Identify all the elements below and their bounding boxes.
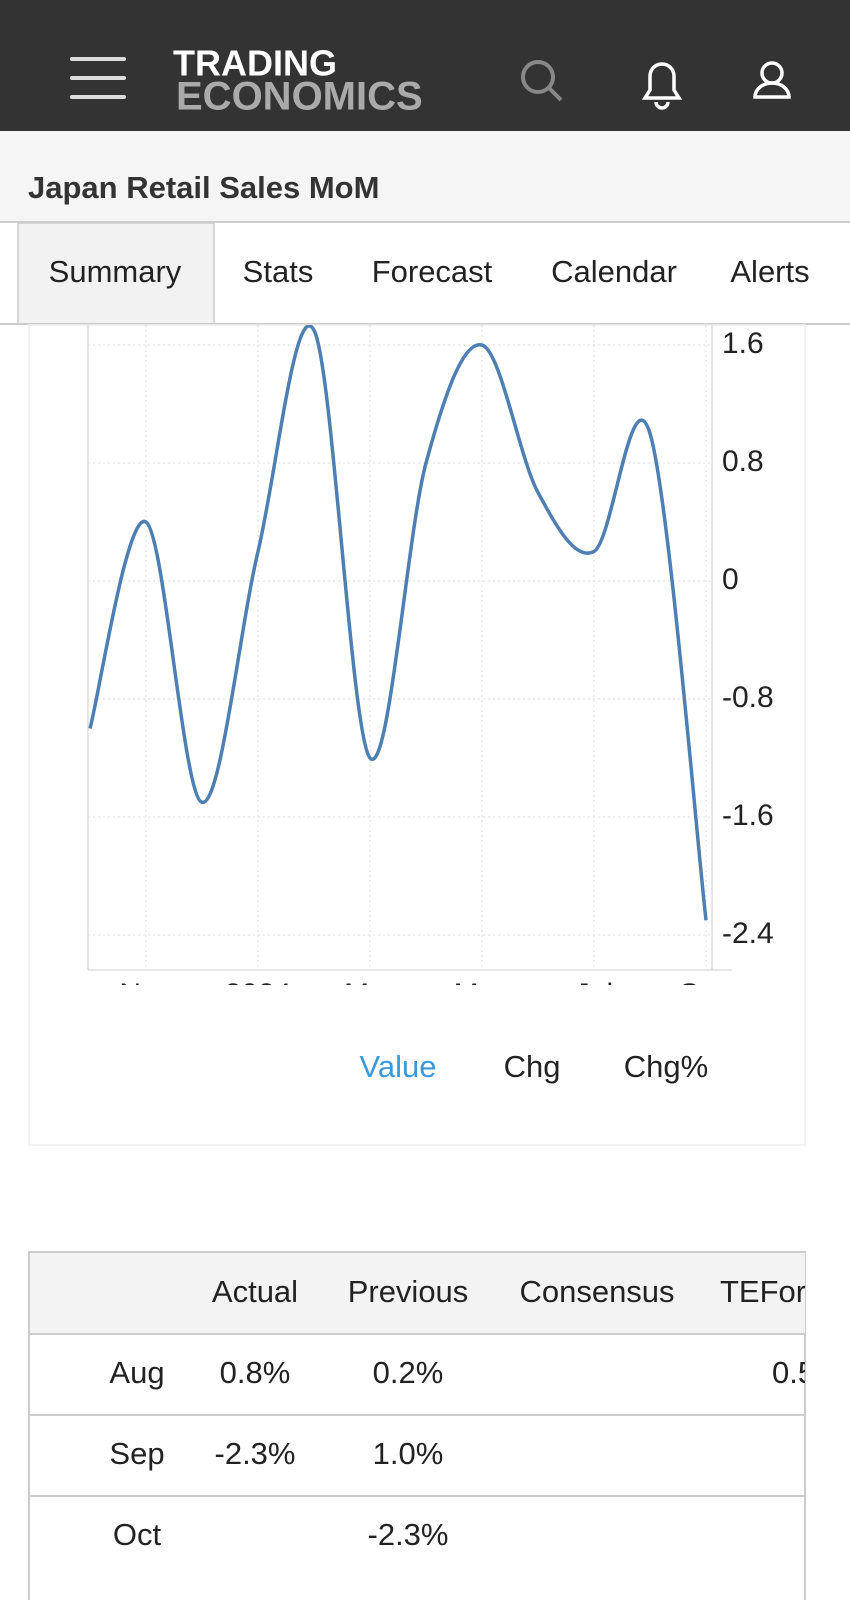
cell: 1.0% [373, 1436, 444, 1471]
y-tick-label: 0 [722, 563, 739, 596]
line-series [88, 325, 708, 921]
view-option[interactable]: Chg% [624, 1049, 708, 1084]
view-option[interactable]: Value [360, 1049, 437, 1084]
tab[interactable]: Forecast [372, 254, 493, 289]
top-bar [0, 0, 850, 131]
tab[interactable]: Summary [49, 254, 182, 289]
title-bar [0, 131, 850, 222]
cell: -2.3% [368, 1517, 449, 1552]
column-header: Consensus [519, 1274, 674, 1309]
page-title: Japan Retail Sales MoM [28, 170, 379, 205]
x-tick-label: Mar [344, 978, 396, 1011]
column-header: Previous [348, 1274, 469, 1309]
table-header [30, 1253, 805, 1333]
x-tick-label: Sep [679, 978, 732, 1011]
chart-card [28, 324, 806, 1146]
x-tick-label: May [454, 978, 511, 1011]
row-label: Aug [109, 1355, 164, 1390]
view-option[interactable]: Chg [504, 1049, 561, 1084]
cell: 0.2% [373, 1355, 444, 1390]
y-tick-label: 1.6 [722, 327, 764, 360]
y-tick-label: -1.6 [722, 799, 774, 832]
tab[interactable]: Stats [243, 254, 314, 289]
logo[interactable]: ECONOMICS [176, 75, 423, 119]
cell: -2.3% [215, 1436, 296, 1471]
search-icon[interactable] [521, 60, 563, 102]
row-label: Sep [109, 1436, 164, 1471]
tab-selected [17, 222, 215, 324]
tab[interactable]: Alerts [730, 254, 809, 289]
x-tick-label: Nov [119, 978, 172, 1011]
cell: 0.8% [220, 1355, 291, 1390]
bell-icon[interactable] [641, 62, 683, 110]
row-label: Oct [113, 1517, 162, 1552]
user-icon[interactable] [753, 61, 791, 99]
cell: 0.5% [772, 1355, 843, 1390]
y-tick-label: 0.8 [722, 445, 764, 478]
logo[interactable]: TRADING [173, 43, 337, 84]
tab[interactable]: Calendar [551, 254, 677, 289]
x-tick-label: 2024 [225, 978, 292, 1011]
y-tick-label: -0.8 [722, 681, 774, 714]
menu-icon[interactable] [70, 57, 126, 99]
table-frame [28, 1251, 806, 1600]
y-tick-label: -2.4 [722, 917, 774, 950]
column-header: TEForecast [720, 1274, 850, 1309]
column-header: Actual [212, 1274, 298, 1309]
x-tick-label: Jul [575, 978, 613, 1011]
